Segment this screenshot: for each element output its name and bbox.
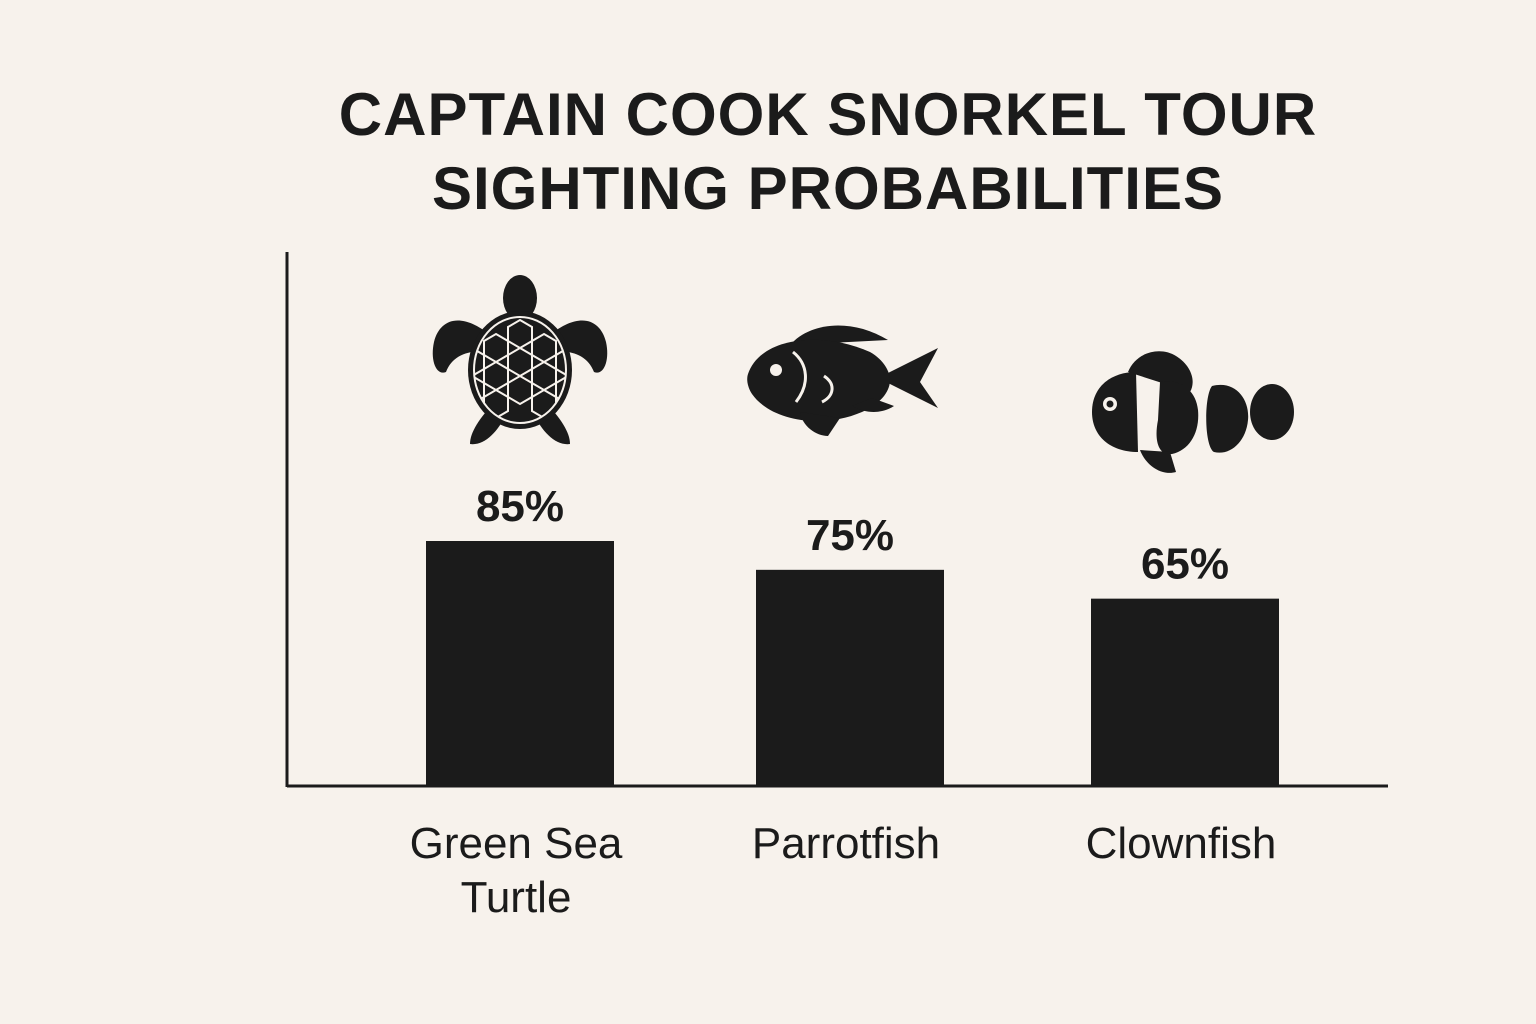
value-label-0: 85% [476, 482, 564, 531]
category-label-1: Parrotfish [752, 819, 940, 868]
category-label-2-line-0: Clownfish [1086, 819, 1277, 868]
category-label-0-line-0: Green Sea [410, 819, 623, 868]
category-label-0-line-1: Turtle [461, 873, 572, 922]
bar-1 [756, 569, 944, 786]
clownfish-icon [1092, 351, 1294, 473]
chart-title-line-1: CAPTAIN COOK SNORKEL TOUR [338, 81, 1318, 148]
category-label-0: Green Sea Turtle [410, 819, 623, 922]
value-label-2: 65% [1141, 540, 1229, 589]
value-label-1: 75% [806, 511, 894, 560]
category-label-2: Clownfish [1086, 819, 1277, 868]
chart-title: CAPTAIN COOK SNORKEL TOUR SIGHTING PROBA… [0, 78, 1536, 226]
category-label-1-line-0: Parrotfish [752, 819, 940, 868]
parrotfish-icon [747, 325, 938, 436]
bar-2 [1091, 598, 1279, 786]
chart-title-line-2: SIGHTING PROBABILITIES [431, 155, 1225, 222]
bar-0 [426, 541, 614, 786]
sea-turtle-icon [432, 275, 608, 445]
